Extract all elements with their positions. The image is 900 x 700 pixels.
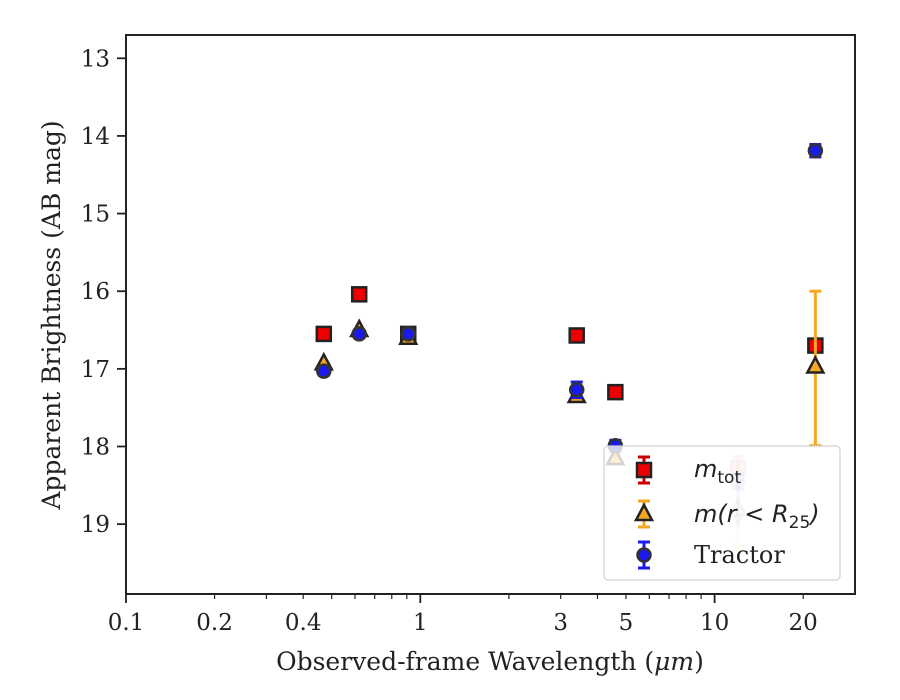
x-axis-title: Observed-frame Wavelength (μm) <box>276 647 704 676</box>
y-tick-label: 13 <box>81 46 110 72</box>
legend-box <box>603 445 841 581</box>
y-tick-label: 15 <box>81 202 110 228</box>
legend-mr25-suffix: ) <box>808 500 819 528</box>
point-tractor-3 <box>568 382 585 398</box>
y-tick-label: 18 <box>81 434 110 460</box>
x-tick-label: 1 <box>413 610 428 636</box>
x-axis-title-unit: μm <box>654 647 694 676</box>
legend-mtot-sub: tot <box>717 468 741 488</box>
x-axis-title-suffix: ) <box>694 647 704 676</box>
x-axis-title-prefix: Observed-frame Wavelength ( <box>276 647 654 676</box>
point-mtot-1 <box>350 286 368 303</box>
y-tick-label: 17 <box>81 357 110 383</box>
axis-ticks <box>117 57 716 603</box>
legend-marker-mtot <box>635 461 653 479</box>
x-tick-label: 0.4 <box>285 610 322 636</box>
legend-label-mtot: mtot <box>694 455 741 488</box>
legend-label-mr25: m(r < R25) <box>694 500 820 533</box>
axes-frame <box>125 34 856 595</box>
y-tick-label: 14 <box>81 124 110 150</box>
point-mtot-3 <box>568 327 585 344</box>
legend: mtot m(r < R25) Tractor <box>603 445 841 581</box>
y-tick-label: 16 <box>81 279 110 305</box>
legend-markers <box>633 455 655 570</box>
x-tick-label: 0.2 <box>196 610 233 636</box>
legend-marker-tractor <box>636 547 652 563</box>
point-tractor-2 <box>400 326 416 342</box>
point-mr25-6 <box>805 354 826 374</box>
point-tractor-1 <box>351 326 367 342</box>
x-tick-label: 20 <box>789 610 818 636</box>
point-tractor-6 <box>807 142 824 159</box>
x-tick-label: 5 <box>619 610 634 636</box>
legend-label-tractor: Tractor <box>694 541 785 569</box>
y-axis-title: Apparent Brightness (AB mag) <box>37 120 66 510</box>
legend-marker-mr25 <box>633 502 655 522</box>
legend-mtot-main: m <box>694 455 717 483</box>
legend-mr25-main: m(r < R <box>694 500 789 528</box>
x-tick-label: 0.1 <box>108 610 145 636</box>
x-tick-label: 10 <box>700 610 729 636</box>
point-tractor-0 <box>316 363 332 379</box>
point-mtot-0 <box>315 325 333 343</box>
y-tick-label: 19 <box>81 512 110 538</box>
legend-mr25-sub: 25 <box>789 513 811 533</box>
point-mtot-4 <box>607 383 624 401</box>
x-tick-label: 3 <box>553 610 568 636</box>
